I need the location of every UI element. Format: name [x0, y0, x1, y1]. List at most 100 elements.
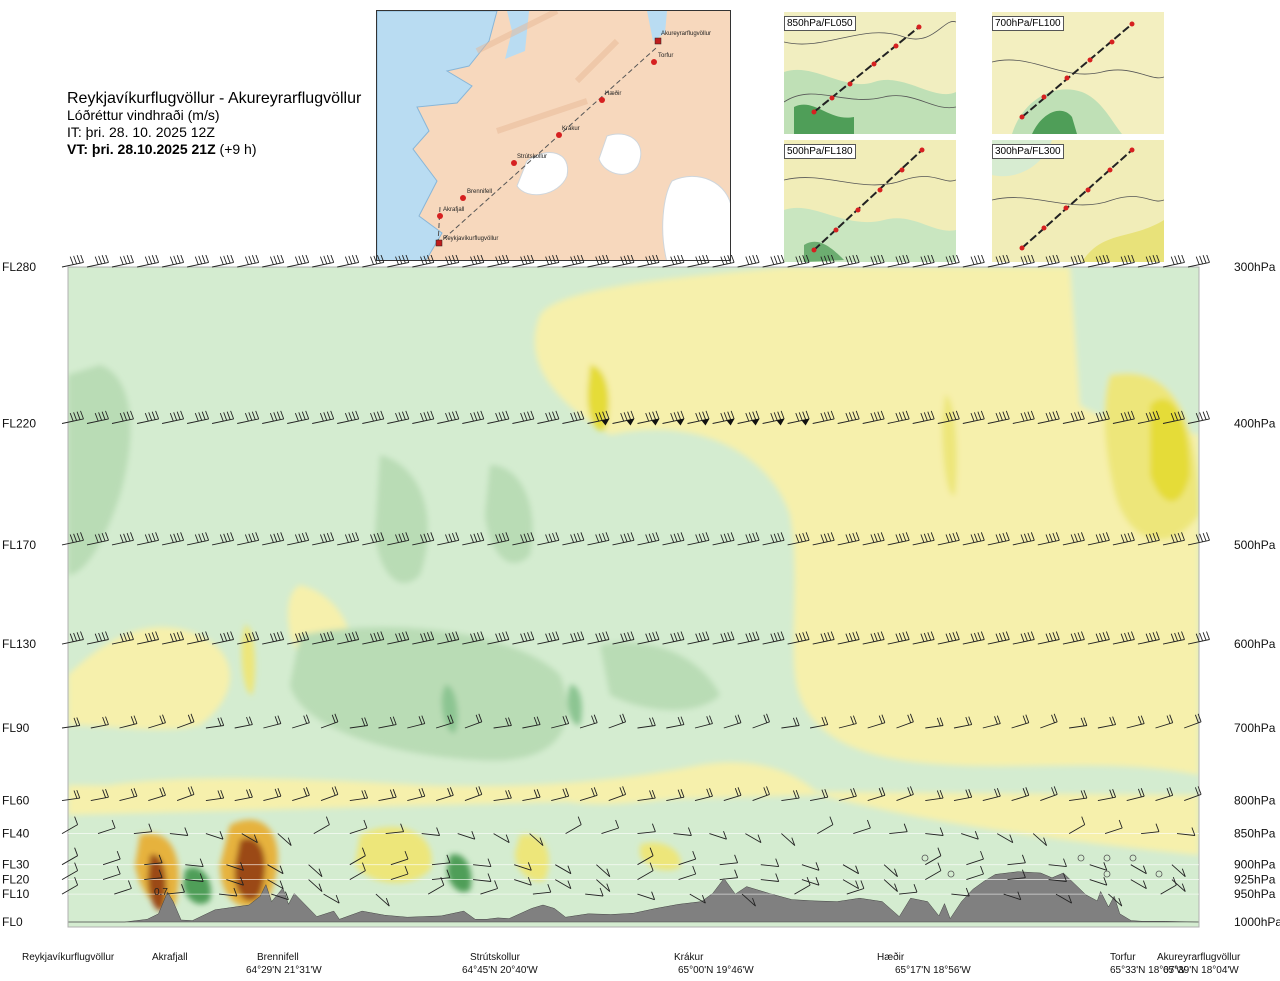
station-coord: 65°39'N 18°04'W — [1163, 965, 1239, 976]
wind-barb — [562, 410, 585, 424]
right-tick-label: 700hPa — [1234, 721, 1276, 735]
wind-barb — [637, 717, 656, 729]
wind-barb — [169, 827, 189, 836]
wind-barb — [162, 255, 185, 268]
wind-barb — [1007, 869, 1026, 881]
wind-barb — [1171, 879, 1186, 892]
wind-barb — [133, 823, 153, 835]
wind-barb — [912, 532, 935, 546]
wind-barb — [587, 410, 610, 426]
wind-barb — [762, 255, 785, 268]
wind-barb — [349, 819, 368, 835]
wind-barb — [812, 532, 835, 546]
map-label-akureyri: Akureyrarflugvöllur — [661, 31, 711, 37]
right-tick-label: 850hPa — [1234, 827, 1276, 841]
station-coord: 65°33'N 18°07'W — [1110, 965, 1186, 976]
wind-barb — [287, 255, 310, 268]
wind-barb — [262, 410, 285, 424]
wind-barb — [801, 862, 820, 871]
wind-barb — [962, 532, 985, 546]
wind-barb — [666, 789, 685, 802]
wind-barb — [437, 532, 460, 546]
wind-barb — [1187, 410, 1210, 424]
wind-barb — [810, 789, 829, 802]
wind-barb — [390, 865, 409, 881]
wind-barb — [457, 831, 476, 840]
wind-barb — [801, 877, 820, 886]
wind-barb — [61, 255, 84, 268]
wind-barb — [262, 255, 285, 268]
mini-map-500: 500hPa/FL180 — [784, 140, 956, 262]
right-tick-label: 925hPa — [1234, 873, 1276, 887]
wind-barb — [437, 255, 460, 268]
init-time: IT: þri. 28. 10. 2025 12Z — [67, 124, 215, 140]
wind-barb — [596, 879, 611, 892]
left-tick-label: FL10 — [2, 887, 30, 901]
wind-barb — [462, 631, 485, 645]
wind-barb — [148, 714, 166, 729]
wind-barb — [737, 631, 760, 645]
wind-barb — [1012, 410, 1035, 424]
wind-barb — [562, 532, 585, 546]
left-tick-label: FL0 — [2, 915, 23, 929]
wind-barb — [1069, 717, 1088, 729]
wind-barb — [1162, 410, 1185, 424]
wind-barb — [111, 631, 134, 645]
map-label-akrafjall: Akrafjall — [443, 207, 464, 213]
wind-barb — [937, 532, 960, 546]
wind-barb — [1130, 864, 1147, 875]
wind-barb — [176, 713, 195, 729]
wind-barb — [925, 862, 942, 880]
field-brown-akrafjall — [147, 854, 167, 911]
cross-section-chart: FL280 FL220 FL170 FL130 FL90 FL60 FL40 FL30FL20… — [2, 255, 1280, 976]
field-yellow-west-mid — [68, 627, 230, 730]
mini-map-300: 300hPa/FL300 — [992, 140, 1164, 262]
wind-barb — [323, 893, 340, 904]
wind-barb — [962, 631, 985, 645]
wind-barb — [862, 631, 885, 645]
wind-barb — [437, 631, 460, 645]
wind-barb — [337, 631, 360, 645]
station-coord: 64°45'N 20°40'W — [462, 965, 538, 976]
wind-barb — [1155, 787, 1174, 802]
left-tick-label: FL130 — [2, 637, 36, 651]
wind-barb — [737, 255, 760, 268]
mini-map-500-label: 500hPa/FL180 — [784, 144, 856, 159]
wind-barb — [187, 532, 210, 546]
wind-barb — [687, 410, 710, 426]
right-tick-label: 900hPa — [1234, 858, 1276, 872]
title-block: Reykjavíkurflugvöllur - Akureyrarflugvöl… — [67, 90, 361, 158]
valid-time-bold: VT: þri. 28.10.2025 21Z — [67, 141, 216, 157]
left-tick-label: FL40 — [2, 827, 30, 841]
mini-map-700-label: 700hPa/FL100 — [992, 16, 1064, 31]
wind-barb — [292, 787, 310, 802]
wind-barb — [137, 532, 160, 546]
wind-barb — [752, 786, 770, 802]
wind-barb — [349, 862, 366, 880]
wind-barb — [119, 715, 138, 729]
wind-barb — [1171, 864, 1186, 878]
wind-barb — [587, 532, 610, 546]
wind-barb — [987, 255, 1010, 268]
wind-barb — [760, 873, 780, 882]
route-title: Reykjavíkurflugvöllur - Akureyrarflugvöl… — [67, 90, 362, 107]
wind-barb — [412, 410, 435, 424]
wind-barb — [842, 864, 860, 875]
station-label: Torfur — [1110, 952, 1136, 963]
wind-barb — [562, 631, 585, 645]
wind-barb — [1137, 255, 1160, 268]
wind-barb — [838, 788, 857, 802]
wind-barb — [349, 717, 369, 729]
wind-barb — [966, 850, 984, 866]
circle-markers — [921, 854, 1163, 878]
wind-barb — [487, 255, 510, 268]
wind-barb — [555, 864, 572, 875]
wind-barb — [565, 816, 582, 834]
wind-barb — [812, 631, 835, 645]
wind-barb — [937, 410, 960, 424]
right-tick-label: 300hPa — [1234, 260, 1276, 274]
field-yellow-boundary-layer — [68, 785, 1199, 855]
wind-barb — [234, 789, 253, 802]
wind-barb — [90, 789, 109, 802]
wind-barb — [61, 789, 81, 802]
